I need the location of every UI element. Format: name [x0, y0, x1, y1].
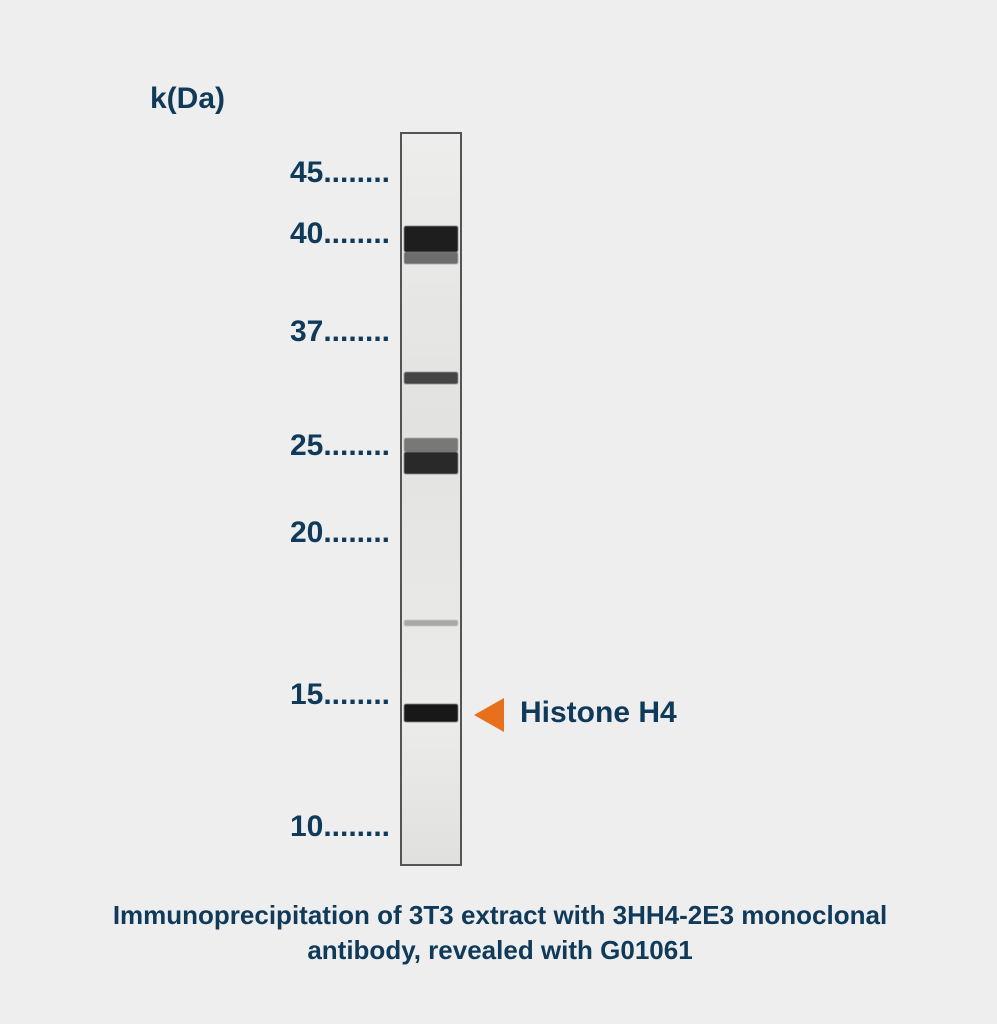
- mw-marker-dots: ........: [323, 516, 390, 549]
- mw-marker-value: 15: [290, 678, 323, 711]
- blot-band: [404, 372, 458, 384]
- mw-marker-dots: ........: [323, 217, 390, 250]
- mw-marker-20: 20........: [290, 516, 390, 550]
- axis-title: k(Da): [150, 82, 225, 116]
- mw-marker-15: 15........: [290, 678, 390, 712]
- mw-marker-dots: ........: [323, 315, 390, 348]
- mw-marker-25: 25........: [290, 429, 390, 463]
- mw-marker-value: 37: [290, 315, 323, 348]
- blot-band: [404, 438, 458, 452]
- mw-marker-10: 10........: [290, 810, 390, 844]
- mw-marker-dots: ........: [323, 810, 390, 843]
- mw-marker-37: 37........: [290, 315, 390, 349]
- annotation-label: Histone H4: [520, 696, 677, 730]
- mw-marker-dots: ........: [323, 678, 390, 711]
- mw-marker-value: 25: [290, 429, 323, 462]
- blot-lane: [400, 132, 462, 866]
- blot-band: [404, 704, 458, 722]
- mw-marker-value: 40: [290, 217, 323, 250]
- mw-marker-value: 10: [290, 810, 323, 843]
- annotation-arrow-icon: [474, 698, 504, 732]
- figure-background: [0, 0, 997, 1024]
- mw-marker-value: 20: [290, 516, 323, 549]
- mw-marker-dots: ........: [323, 156, 390, 189]
- blot-band: [404, 252, 458, 264]
- mw-marker-40: 40........: [290, 217, 390, 251]
- mw-marker-45: 45........: [290, 156, 390, 190]
- figure-container: k(Da) 45........40........37........25..…: [0, 0, 997, 1024]
- blot-band: [404, 452, 458, 474]
- figure-caption: Immunoprecipitation of 3T3 extract with …: [75, 898, 925, 968]
- blot-band: [404, 226, 458, 252]
- mw-marker-dots: ........: [323, 429, 390, 462]
- blot-band: [404, 620, 458, 626]
- mw-marker-value: 45: [290, 156, 323, 189]
